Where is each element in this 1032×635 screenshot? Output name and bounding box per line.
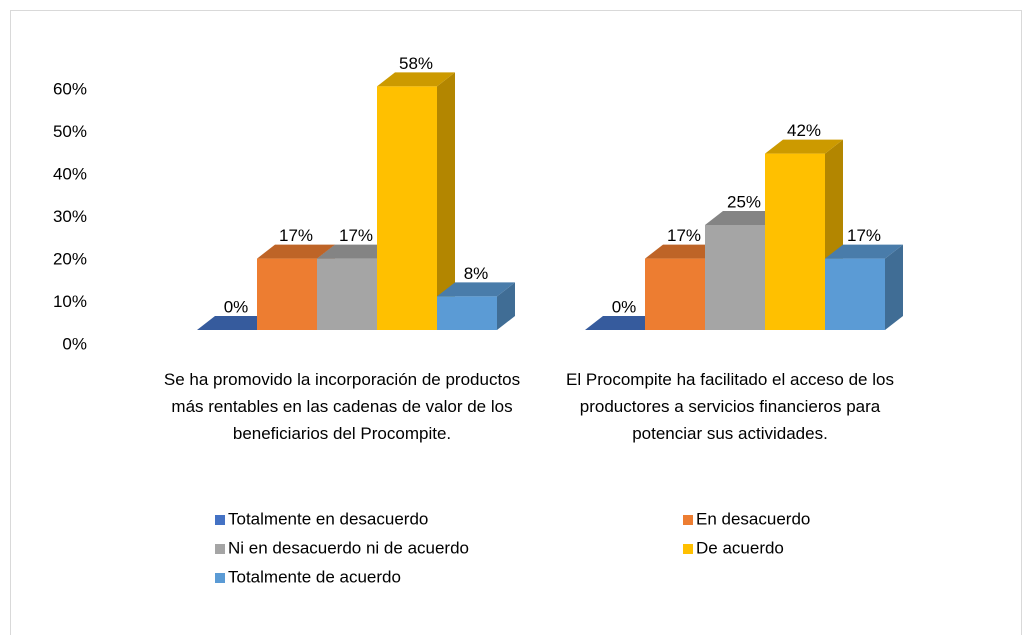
legend-swatch (215, 515, 225, 525)
bar (705, 225, 765, 330)
data-label: 25% (727, 192, 761, 211)
legend-label: Totalmente en desacuerdo (228, 509, 428, 528)
data-label: 17% (847, 226, 881, 245)
bar (437, 296, 497, 330)
data-label: 42% (787, 121, 821, 140)
bar-top (377, 72, 455, 87)
bar (377, 86, 437, 331)
legend-label: Ni en desacuerdo ni de acuerdo (228, 538, 469, 557)
bar-top (825, 244, 903, 259)
x-tick-label: Se ha promovido la incorporación de prod… (163, 370, 521, 443)
bar-top (645, 244, 723, 259)
data-label: 17% (339, 226, 373, 245)
bar (317, 258, 377, 330)
data-label: 17% (667, 226, 701, 245)
x-tick-label: El Procompite ha facilitado el acceso de… (566, 370, 894, 443)
y-tick-label: 60% (53, 79, 87, 98)
data-label: 17% (279, 226, 313, 245)
legend-label: Totalmente de acuerdo (228, 567, 401, 586)
bar-side (497, 282, 515, 330)
bar (645, 258, 705, 330)
y-tick-label: 10% (53, 292, 87, 311)
y-tick-label: 20% (53, 249, 87, 268)
legend-swatch (683, 544, 693, 554)
data-label: 0% (612, 297, 637, 316)
y-tick-label: 50% (53, 122, 87, 141)
y-tick-label: 0% (62, 334, 87, 353)
legend-swatch (215, 544, 225, 554)
bar (825, 258, 885, 330)
bar-side (885, 244, 903, 330)
data-label: 0% (224, 297, 249, 316)
bar-top (765, 139, 843, 154)
bar-side (437, 72, 455, 331)
legend-swatch (683, 515, 693, 525)
bar-top (585, 316, 663, 330)
bar (257, 258, 317, 330)
legend-label: En desacuerdo (696, 509, 810, 528)
legend-label: De acuerdo (696, 538, 784, 557)
data-label: 8% (464, 264, 489, 283)
bar-top (705, 211, 783, 225)
bar-top (317, 244, 395, 259)
bar-top (197, 316, 275, 330)
y-tick-label: 40% (53, 164, 87, 183)
legend-swatch (215, 573, 225, 583)
bar-top (437, 282, 515, 297)
y-tick-label: 30% (53, 207, 87, 226)
data-label: 58% (399, 54, 433, 73)
bar (765, 153, 825, 330)
bar-top (257, 244, 335, 259)
